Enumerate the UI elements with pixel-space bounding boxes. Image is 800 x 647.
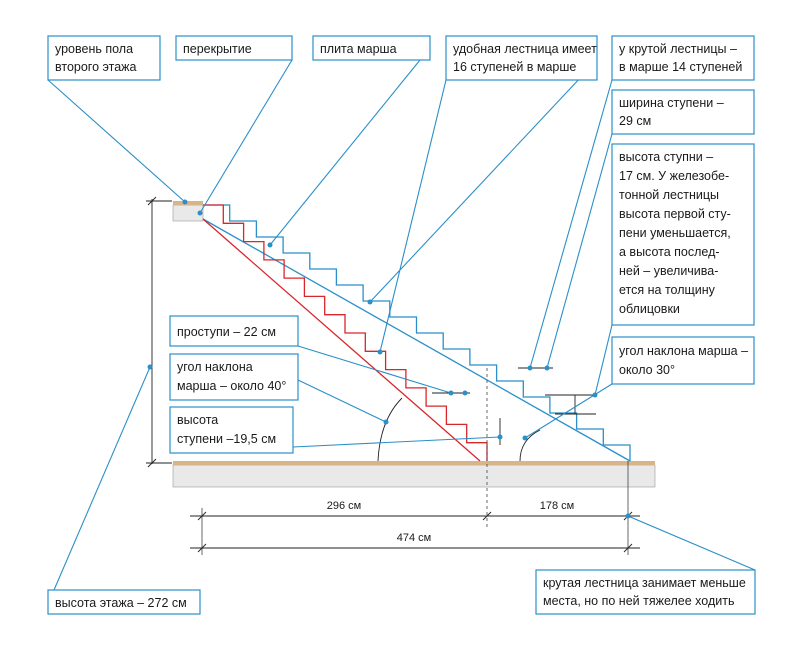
label-angle-30: угол наклона марша – около 30° — [611, 336, 755, 385]
svg-text:марша – около 40°: марша – около 40° — [177, 379, 286, 393]
dim-296: 296 см — [327, 500, 361, 512]
svg-text:а высота послед-: а высота послед- — [619, 245, 720, 259]
svg-text:высота первой сту-: высота первой сту- — [619, 207, 731, 221]
svg-text:у крутой лестницы –: у крутой лестницы – — [619, 42, 737, 56]
label-comfortable: удобная лестница имеет 16 ступеней в мар… — [445, 35, 598, 81]
label-steep: у крутой лестницы – в марше 14 ступеней — [611, 35, 755, 81]
svg-text:проступи – 22 см: проступи – 22 см — [177, 325, 276, 339]
label-treads: проступи – 22 см — [169, 315, 299, 347]
dimension-row-1: 296 см 178 см — [190, 500, 640, 521]
svg-text:угол наклона марша –: угол наклона марша – — [619, 344, 748, 358]
label-riser-height: высота ступни – 17 см. У железобе- тонно… — [611, 143, 755, 326]
svg-text:угол наклона: угол наклона — [177, 360, 253, 374]
angle-arcs — [377, 397, 541, 462]
svg-text:в марше 14 ступеней: в марше 14 ступеней — [619, 60, 742, 74]
leader-dots — [147, 199, 631, 519]
steep-stair — [202, 204, 488, 462]
svg-text:16 ступеней в марше: 16 ступеней в марше — [453, 60, 576, 74]
label-tread-width: ширина ступени – 29 см — [611, 89, 755, 135]
label-floor-height: высота этажа – 272 см — [47, 589, 201, 615]
label-flight-plate: плита марша — [312, 35, 431, 61]
svg-text:крутая лестница занимает меньш: крутая лестница занимает меньше — [543, 576, 746, 590]
leader-lines — [47, 59, 756, 591]
svg-text:удобная лестница имеет: удобная лестница имеет — [453, 42, 597, 56]
dimension-row-2: 474 см — [190, 532, 640, 553]
svg-text:29 см: 29 см — [619, 114, 651, 128]
svg-text:ней – увеличива-: ней – увеличива- — [619, 264, 718, 278]
svg-text:ступени –19,5 см: ступени –19,5 см — [177, 432, 276, 446]
svg-text:плита марша: плита марша — [320, 42, 397, 56]
svg-text:уровень пола: уровень пола — [55, 42, 133, 56]
dim-178: 178 см — [540, 500, 574, 512]
step-detail-blue — [518, 367, 596, 415]
svg-text:места, но по ней тяжелее ходит: места, но по ней тяжелее ходить — [543, 594, 734, 608]
svg-text:ширина ступени –: ширина ступени – — [619, 96, 724, 110]
label-step-height: высота ступени –19,5 см — [169, 406, 294, 454]
svg-text:17 см. У железобе-: 17 см. У железобе- — [619, 169, 729, 183]
svg-text:ется на толщину: ется на толщину — [619, 283, 716, 297]
svg-text:высота этажа – 272 см: высота этажа – 272 см — [55, 596, 187, 610]
label-angle-40: угол наклона марша – около 40° — [169, 353, 299, 401]
svg-text:высота ступни –: высота ступни – — [619, 150, 713, 164]
svg-text:около 30°: около 30° — [619, 363, 675, 377]
ground-floor — [172, 461, 656, 488]
label-floor-level: уровень пола второго этажа — [47, 35, 161, 81]
svg-text:перекрытие: перекрытие — [183, 42, 252, 56]
height-dimension — [146, 196, 172, 468]
svg-text:пени уменьшается,: пени уменьшается, — [619, 226, 731, 240]
label-conclusion: крутая лестница занимает меньше места, н… — [535, 569, 756, 615]
label-slab: перекрытие — [175, 35, 293, 61]
svg-text:облицовки: облицовки — [619, 302, 680, 316]
dim-474: 474 см — [397, 532, 431, 544]
svg-text:высота: высота — [177, 413, 218, 427]
upper-slab — [172, 201, 204, 222]
svg-text:тонной лестницы: тонной лестницы — [619, 188, 719, 202]
svg-text:второго этажа: второго этажа — [55, 60, 137, 74]
